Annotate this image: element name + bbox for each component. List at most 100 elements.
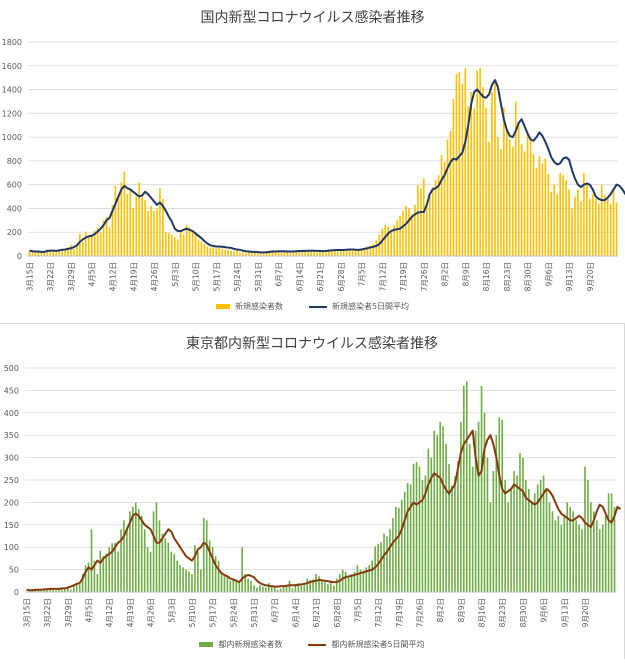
bar — [220, 571, 223, 592]
x-tick-label: 6月7日 — [275, 262, 284, 287]
bar — [381, 228, 384, 256]
bar — [550, 191, 553, 256]
bar — [520, 144, 523, 256]
bar — [194, 544, 196, 592]
bar — [477, 421, 480, 592]
bar — [111, 204, 114, 256]
bar — [347, 576, 350, 592]
y-tick-label: 0 — [14, 588, 19, 597]
bar — [256, 587, 258, 592]
bar — [357, 249, 360, 256]
bar — [327, 583, 329, 592]
bar — [277, 251, 280, 256]
bar — [164, 538, 167, 592]
bar — [245, 253, 247, 256]
bar — [108, 227, 111, 256]
bar — [471, 466, 474, 592]
bar — [319, 251, 321, 256]
bar — [598, 529, 601, 592]
x-tick-label: 9月13日 — [565, 262, 574, 291]
bar — [390, 232, 393, 256]
bar — [392, 518, 394, 592]
bar — [586, 182, 588, 256]
series-line — [26, 429, 622, 592]
x-tick-label: 5月17日 — [209, 598, 218, 627]
bar — [167, 542, 170, 592]
bar — [256, 253, 259, 256]
bar — [111, 543, 113, 592]
bar — [615, 202, 618, 256]
bar — [307, 250, 309, 256]
bar — [303, 583, 306, 592]
x-tick-label: 8月2日 — [436, 598, 445, 623]
bar — [295, 251, 298, 256]
bar — [31, 251, 34, 256]
x-tick-label: 7月26日 — [415, 598, 424, 627]
x-tick-label: 6月7日 — [271, 598, 280, 623]
bar — [566, 502, 569, 592]
chart-title-tokyo: 東京都内新型コロナウイルス感染者推移 — [186, 336, 438, 352]
bar — [380, 542, 382, 592]
bar — [591, 194, 594, 256]
bar — [457, 461, 459, 592]
bar — [82, 241, 84, 256]
bar — [530, 502, 533, 592]
bar — [179, 565, 181, 592]
bar — [49, 588, 51, 592]
bar — [218, 247, 221, 256]
bar — [46, 590, 48, 592]
x-tick-label: 4月26日 — [147, 598, 156, 627]
x-tick-label: 5月10日 — [192, 262, 201, 291]
bar — [242, 251, 244, 256]
bar — [276, 589, 279, 592]
x-tick-label: 6月28日 — [333, 598, 342, 627]
bar — [310, 251, 312, 256]
bar — [170, 551, 173, 592]
bar — [141, 195, 143, 256]
x-tick-label: 7月5日 — [358, 262, 367, 287]
y-tick-label: 600 — [7, 181, 22, 190]
bar — [613, 506, 616, 592]
legend-swatch-bars — [215, 304, 230, 309]
y-tick-label: 1400 — [2, 86, 22, 95]
bar — [67, 247, 69, 256]
bar — [508, 139, 511, 256]
bar — [427, 448, 430, 592]
bar — [451, 485, 453, 592]
bar — [542, 475, 545, 592]
legend-swatch-bars — [199, 642, 214, 647]
bar — [132, 506, 134, 592]
bar — [134, 502, 137, 592]
x-tick-label: 8月23日 — [498, 598, 507, 627]
bar — [402, 210, 404, 256]
bar — [541, 163, 544, 256]
bar — [437, 175, 440, 256]
bar — [146, 547, 149, 592]
bar — [465, 381, 468, 592]
bar — [553, 184, 556, 256]
bar — [517, 122, 520, 256]
legend-item-bars: 新規感染者数 — [215, 301, 283, 312]
bar — [460, 421, 462, 592]
bar — [571, 208, 573, 256]
legend-item-bars: 都内新規感染者数 — [199, 639, 282, 650]
bar — [34, 252, 37, 256]
bar — [560, 524, 563, 592]
bar — [516, 475, 518, 592]
bar — [348, 249, 351, 256]
x-tick-label: 9月20日 — [581, 598, 590, 627]
bar — [449, 131, 452, 256]
bar — [328, 249, 330, 256]
bar — [535, 168, 538, 256]
legend-label-bars: 新規感染者数 — [234, 302, 283, 311]
bar — [102, 556, 105, 592]
bar — [600, 184, 603, 256]
bar — [52, 589, 54, 592]
bar — [489, 502, 492, 592]
bar — [241, 547, 244, 592]
bar — [545, 488, 548, 592]
bar — [253, 585, 255, 592]
bar — [479, 68, 481, 257]
bar — [439, 421, 441, 592]
bar — [572, 511, 574, 592]
